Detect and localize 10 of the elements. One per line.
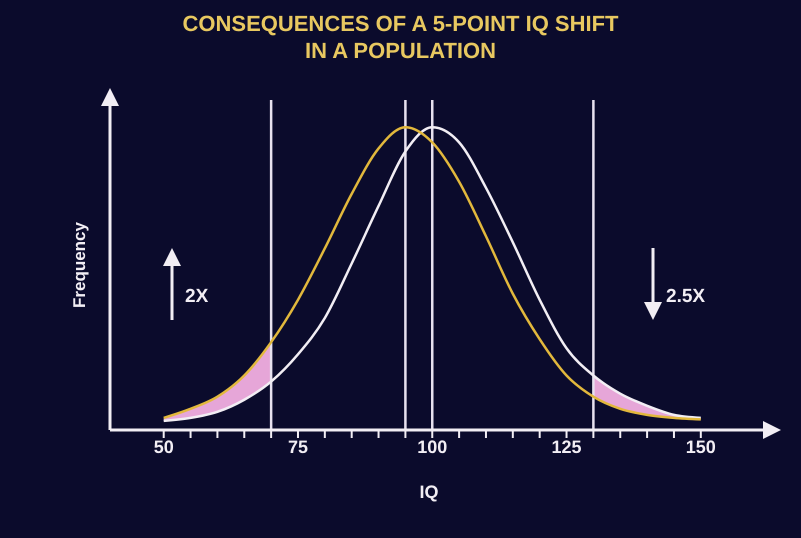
x-tick-label: 125 (552, 436, 582, 457)
chart-title: CONSEQUENCES OF A 5-POINT IQ SHIFT IN A POPULATION (182, 10, 620, 64)
y-axis-title: Frequency (70, 221, 90, 310)
x-axis-title: IQ (418, 482, 440, 503)
annotation: 2.5X (666, 286, 706, 308)
x-tick-label: 100 (417, 436, 448, 457)
x-tick-label: 150 (686, 436, 716, 457)
annotation: 2X (185, 286, 208, 308)
x-tick-label: 75 (288, 436, 308, 457)
x-tick-label: 50 (154, 436, 174, 457)
